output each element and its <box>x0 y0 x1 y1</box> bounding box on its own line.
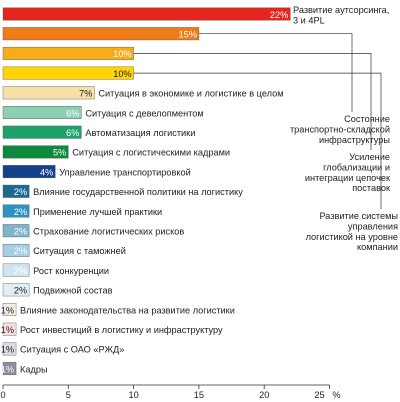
bar-category-label: Влияние законодательства на развитие лог… <box>20 305 235 315</box>
x-tick-label: 25 <box>314 390 324 400</box>
x-tick-label: 5 <box>66 390 71 400</box>
bar-value-label: 7% <box>79 89 92 99</box>
bar-category-label: Ситуация с таможней <box>33 246 126 256</box>
bar <box>2 303 17 316</box>
bar-value-label: 1% <box>1 364 14 374</box>
callout-line: Усиление <box>349 152 390 162</box>
bar-value-label: 10% <box>113 69 131 79</box>
bar <box>2 86 95 100</box>
bar <box>2 165 56 179</box>
bar-value-label: 2% <box>14 286 27 296</box>
bar <box>2 243 30 257</box>
bar <box>2 184 30 198</box>
bar-category-label: Ситуация с логистическими кадрами <box>72 148 230 158</box>
callout-line: поставок <box>352 183 391 193</box>
bar-category-label: Подвижной состав <box>33 286 113 296</box>
bar <box>2 106 82 119</box>
callout-line: глобализации и <box>323 162 390 172</box>
bar <box>2 7 291 21</box>
callout-line: логистикой на уровне <box>306 232 398 242</box>
x-tick-label: 15 <box>194 390 204 400</box>
x-tick-label: 10 <box>128 390 138 400</box>
bar <box>2 145 69 159</box>
callout-line: компании <box>357 242 398 252</box>
bar <box>2 342 17 356</box>
bar-value-label: 4% <box>40 167 53 177</box>
bar-category-label: Ситуация в экономике и логистике в целом <box>98 89 283 99</box>
callout-label: Состояние транспортно-складской инфраструк… <box>290 114 390 145</box>
bar-value-label: 5% <box>53 148 66 158</box>
bar-value-label: 2% <box>14 187 27 197</box>
bar-category-label: Влияние государственной политики на логи… <box>33 187 243 197</box>
callout-line: инфраструктуры <box>319 135 390 145</box>
bar-category-label: Ситуация с девелопментом <box>85 108 203 118</box>
bar-value-label: 1% <box>1 325 14 335</box>
bar-category-label: Кадры <box>20 364 48 374</box>
bar-category-label: Управление транспортировкой <box>59 167 191 177</box>
bar <box>2 125 82 139</box>
x-tick-label: 20 <box>259 390 269 400</box>
bar-value-label: 10% <box>113 49 131 59</box>
bar-value-label: 6% <box>66 128 79 138</box>
bar-value-label: 22% <box>270 10 288 20</box>
callout-line: управления <box>348 221 398 231</box>
callout-label: Развитие системы управления логистикой на … <box>306 211 398 252</box>
bar-category-label: Ситуация с ОАО «РЖД» <box>20 345 124 355</box>
callout-line: интеграции цепочек <box>305 173 391 183</box>
bar <box>2 322 17 336</box>
bar-value-label: 1% <box>1 345 14 355</box>
bar <box>2 224 30 238</box>
bar <box>2 283 30 297</box>
callout-leader-line <box>133 72 382 209</box>
x-tick-label: 0 <box>0 390 5 400</box>
callout-label: Усиление глобализации и интеграции цепочек… <box>305 152 391 193</box>
bar-category-label: Применение лучшей практики <box>33 207 162 217</box>
callout-label: Развитие аутсорсинга, 3 и 4PL <box>293 5 389 25</box>
bar-value-label: 1% <box>1 305 14 315</box>
callouts-layer: Развитие аутсорсинга, 3 и 4PL Состояние тра… <box>133 5 398 252</box>
callout-line: Состояние <box>344 114 390 124</box>
bar-value-label: 2% <box>14 266 27 276</box>
callout-line: транспортно-складской <box>290 124 390 134</box>
callout-leader-line <box>133 53 372 150</box>
callout-line: 3 и 4PL <box>293 15 325 25</box>
bar <box>2 27 200 41</box>
bar-category-label: Страхование логистических рисков <box>33 227 184 237</box>
callout-line: Развитие системы <box>319 211 398 221</box>
bars-layer: 22% 15% 10% 10% 7% Ситуация в экономике и лог… <box>1 7 291 376</box>
bar-value-label: 6% <box>66 108 79 118</box>
x-axis: 0 5 10 15 20 25% <box>0 384 341 400</box>
bar-value-label: 2% <box>14 207 27 217</box>
callout-line: Развитие аутсорсинга, <box>293 5 389 15</box>
bar <box>2 263 30 277</box>
bar <box>2 362 17 376</box>
callout-leader-line <box>198 33 353 112</box>
bar-category-label: Рост конкуренции <box>33 266 109 276</box>
bar-category-label: Рост инвестиций в логистику и инфраструк… <box>20 325 223 335</box>
x-axis-unit: % <box>332 390 340 400</box>
bar-value-label: 2% <box>14 227 27 237</box>
bar-value-label: 2% <box>14 246 27 256</box>
bar-value-label: 15% <box>179 30 197 40</box>
bar-category-label: Автоматизация логистики <box>85 128 195 138</box>
bar <box>2 204 30 218</box>
